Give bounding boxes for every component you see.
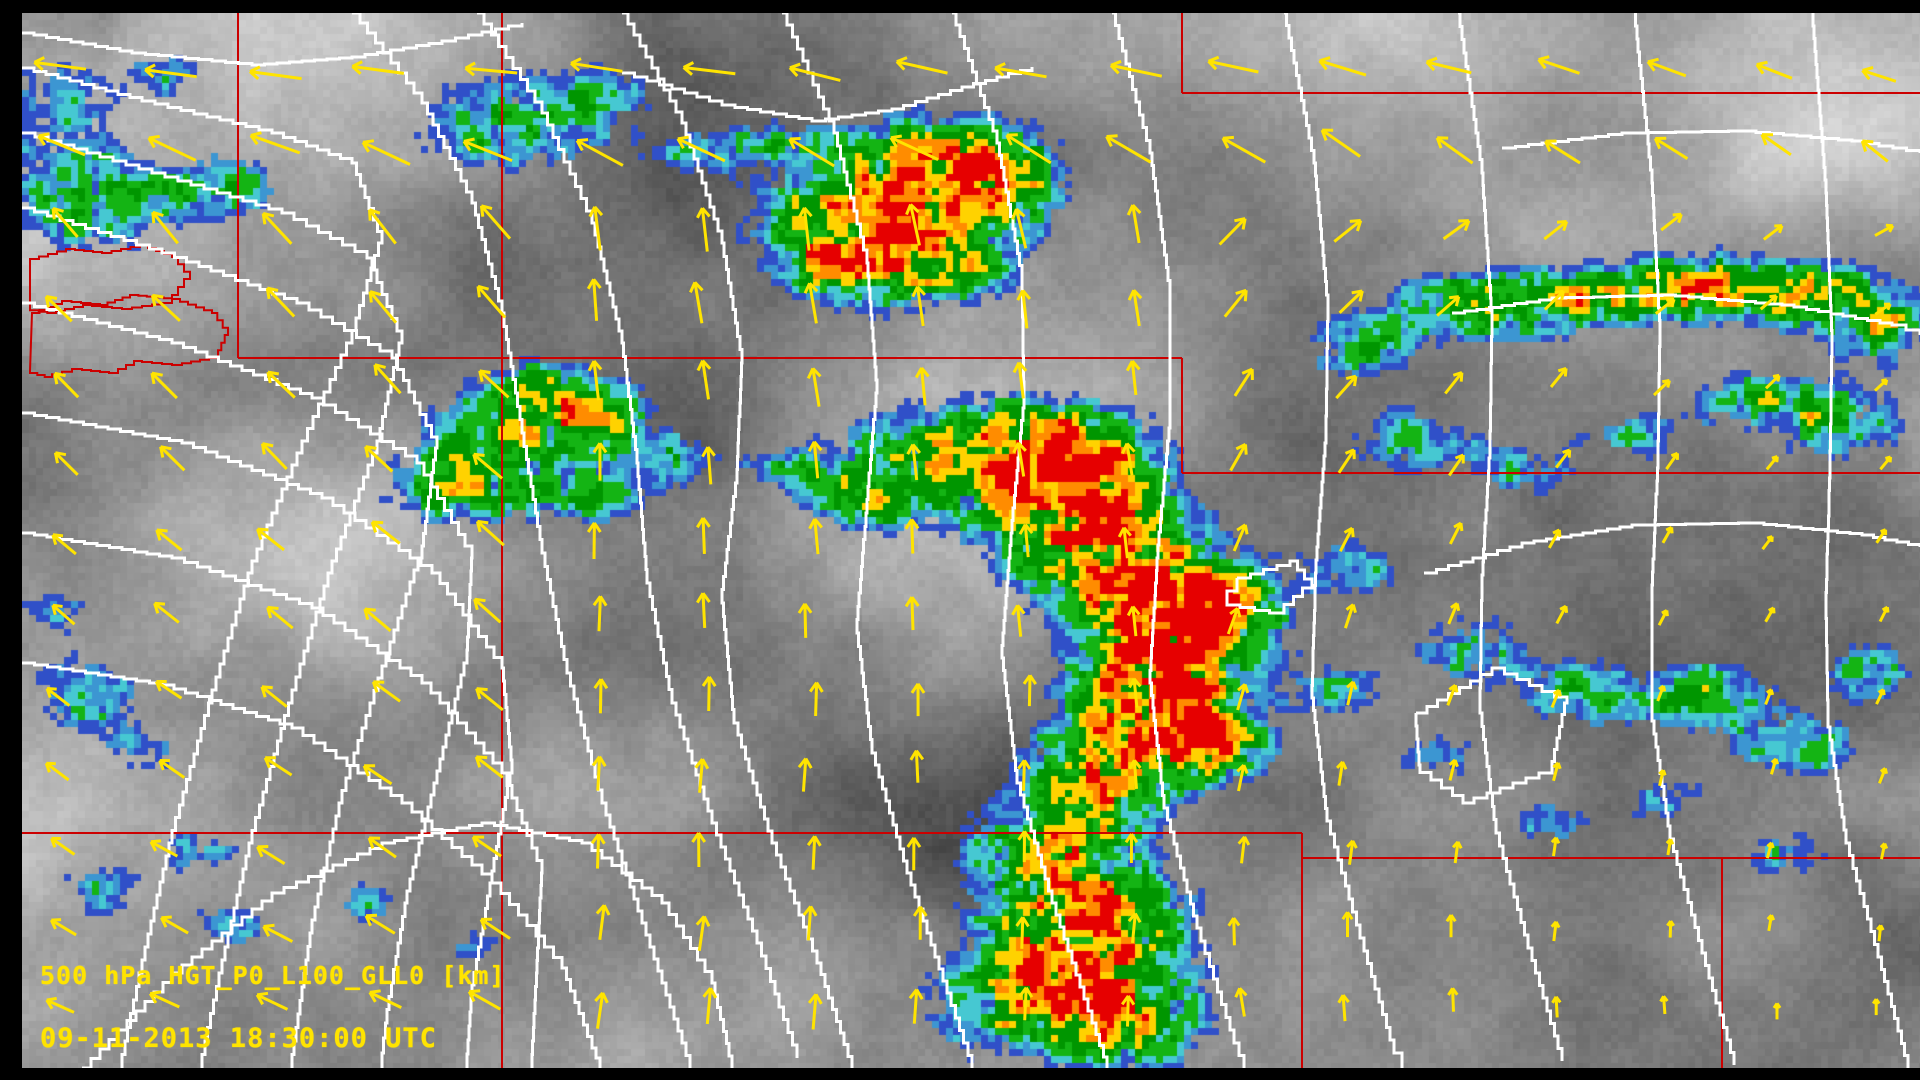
radar-reflectivity-layer: [22, 13, 1920, 1068]
map-viewport[interactable]: 500 hPa HGT_P0_L100_GLL0 [km] 09-11-2013…: [22, 13, 1920, 1068]
field-label: 500 hPa HGT_P0_L100_GLL0 [km]: [40, 961, 506, 990]
timestamp-label: 09-11-2013 18:30:00 UTC: [40, 1023, 437, 1054]
